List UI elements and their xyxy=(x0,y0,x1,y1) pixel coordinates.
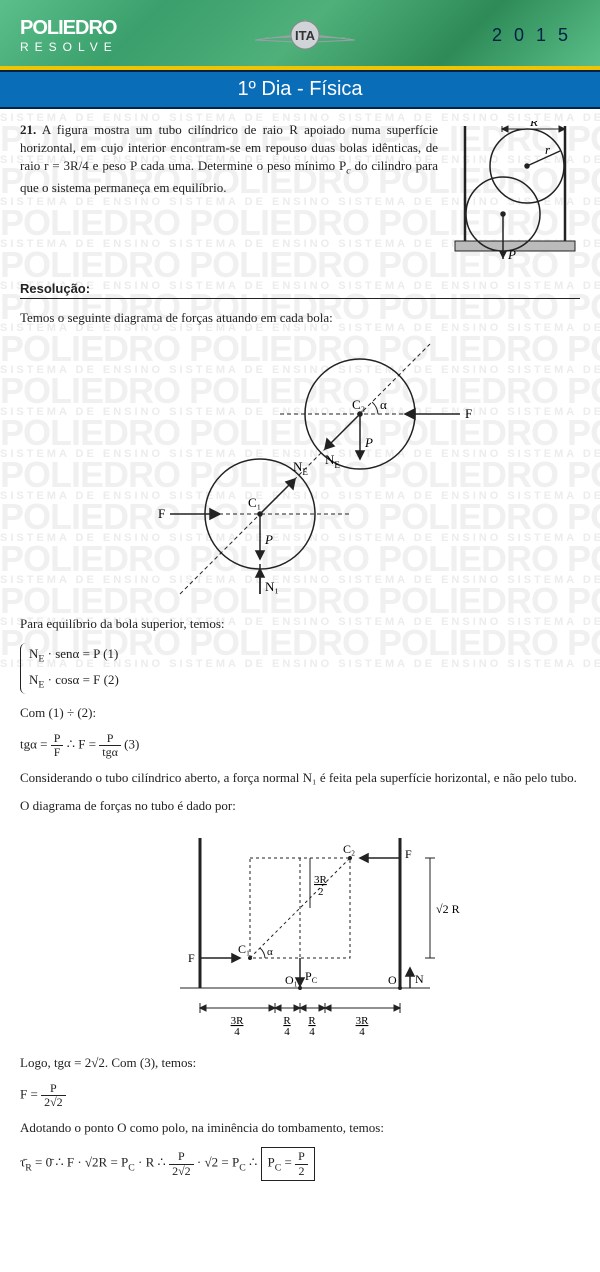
equation-block-1: NE · senα = P (1) NE · cosα = F (2) xyxy=(20,643,580,693)
brand-bottom: RESOLVE xyxy=(20,40,118,54)
emblem-text: ITA xyxy=(295,28,316,43)
fig-R: R xyxy=(529,121,538,129)
question-number: 21. xyxy=(20,122,36,137)
problem-text: 21. A figura mostra um tubo cilíndrico d… xyxy=(20,121,438,265)
equation-3: tgα = PF ∴ F = Ptgα (3) xyxy=(20,732,580,759)
solution-p7: Adotando o ponto O como polo, na iminênc… xyxy=(20,1119,580,1137)
svg-text:4: 4 xyxy=(284,1026,290,1038)
d2-O1: O₁ xyxy=(285,973,298,987)
d2-C2: C₂ xyxy=(343,842,355,856)
d1-F-left: F xyxy=(158,506,165,521)
d1-N1: N₁ xyxy=(265,579,279,594)
d2-PC: PC xyxy=(305,969,317,985)
eq2-body: · cosα = F (2) xyxy=(44,672,118,687)
d2-N: N xyxy=(415,972,424,986)
problem-row: 21. A figura mostra um tubo cilíndrico d… xyxy=(20,121,580,265)
d1-P-lower: P xyxy=(264,532,273,547)
d2-3R2: 3R xyxy=(314,874,328,886)
d2-O: O xyxy=(388,973,397,987)
brand-top: POLIEDRO xyxy=(20,17,118,40)
eq1-NE: N xyxy=(29,646,38,661)
equation-4: F = P2√2 xyxy=(20,1082,580,1109)
final-answer-box: PC = P2 xyxy=(261,1147,315,1180)
eq2-NE: N xyxy=(29,672,38,687)
d2-alpha: α xyxy=(267,946,273,958)
solution-p6: Logo, tgα = 2√2. Com (3), temos: xyxy=(20,1054,580,1072)
d2-C1: C₁ xyxy=(238,942,250,956)
brand-logo: POLIEDRO RESOLVE xyxy=(20,17,118,54)
ita-emblem: ITA xyxy=(245,10,365,60)
svg-text:4: 4 xyxy=(309,1026,315,1038)
header: POLIEDRO RESOLVE ITA 2015 xyxy=(0,0,600,70)
force-diagram-1: α C₂ F P NE F C₁ P N₁ NE xyxy=(20,339,580,603)
d1-NE-upper: NE xyxy=(325,452,340,470)
tube-diagram: α C₁ C₂ F F O O₁ PC N √2 R xyxy=(20,828,580,1042)
title-bar: 1º Dia - Física xyxy=(0,70,600,109)
d1-C1: C₁ xyxy=(248,495,261,510)
d2-F-right: F xyxy=(405,847,412,861)
d1-F-right: F xyxy=(465,406,472,421)
eq1-body: · senα = P (1) xyxy=(44,646,118,661)
solution-p4: Considerando o tubo cilíndrico aberto, a… xyxy=(20,769,580,787)
year: 2015 xyxy=(492,25,580,46)
problem-figure: R r P xyxy=(450,121,580,265)
page-content: POLIEDRO RESOLVE ITA 2015 1º Dia - Físic… xyxy=(0,0,600,1217)
solution-p3: Com (1) ÷ (2): xyxy=(20,704,580,722)
d2-F-left: F xyxy=(188,951,195,965)
solution-header: Resolução: xyxy=(20,281,580,299)
svg-text:2: 2 xyxy=(318,886,324,898)
d1-P-upper: P xyxy=(364,435,373,450)
solution-p2: Para equilíbrio da bola superior, temos: xyxy=(20,615,580,633)
d2-sqrt2R: √2 R xyxy=(436,902,460,916)
svg-text:4: 4 xyxy=(234,1026,240,1038)
svg-text:4: 4 xyxy=(359,1026,365,1038)
fig-P: P xyxy=(507,247,516,261)
d1-C2: C₂ xyxy=(352,397,365,412)
equation-5: τ̄R = 0̄ ∴ F · √2R = PC · R ∴ P2√2 · √2 … xyxy=(20,1147,580,1180)
page-body: 21. A figura mostra um tubo cilíndrico d… xyxy=(0,109,600,1217)
solution-p5: O diagrama de forças no tubo é dado por: xyxy=(20,797,580,815)
solution-p1: Temos o seguinte diagrama de forças atua… xyxy=(20,309,580,327)
d1-NE-lower: NE xyxy=(293,459,308,477)
d1-alpha: α xyxy=(380,397,387,412)
